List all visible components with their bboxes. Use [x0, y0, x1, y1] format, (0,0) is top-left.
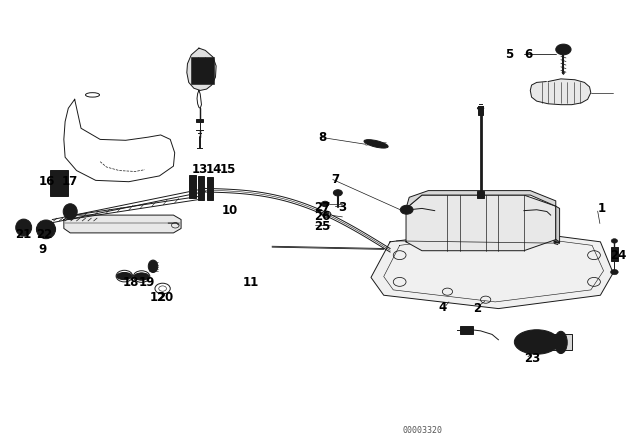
Circle shape — [198, 179, 204, 183]
Text: 20: 20 — [157, 291, 173, 304]
Polygon shape — [537, 334, 572, 349]
Bar — [191, 57, 214, 84]
Circle shape — [324, 213, 328, 215]
Ellipse shape — [364, 140, 388, 148]
Ellipse shape — [116, 272, 132, 280]
Text: 11: 11 — [243, 276, 259, 289]
Text: 24: 24 — [610, 249, 627, 262]
Polygon shape — [406, 190, 556, 208]
Circle shape — [531, 337, 543, 346]
Text: 6: 6 — [524, 48, 532, 61]
Text: 7: 7 — [332, 173, 340, 186]
Text: 17: 17 — [62, 175, 78, 188]
Text: 22: 22 — [36, 228, 52, 241]
Bar — [196, 119, 203, 122]
Circle shape — [321, 201, 329, 207]
Circle shape — [190, 178, 195, 181]
Ellipse shape — [515, 330, 559, 354]
Polygon shape — [406, 195, 556, 251]
Ellipse shape — [134, 273, 149, 280]
Text: 9: 9 — [38, 243, 47, 256]
Text: 21: 21 — [15, 228, 31, 241]
Bar — [189, 175, 196, 198]
Polygon shape — [187, 48, 216, 90]
Text: 3: 3 — [338, 201, 346, 214]
Circle shape — [19, 224, 28, 231]
Ellipse shape — [477, 107, 484, 110]
Circle shape — [41, 226, 51, 233]
Polygon shape — [556, 206, 559, 242]
Text: 10: 10 — [221, 204, 237, 217]
Bar — [611, 247, 618, 260]
Text: 16: 16 — [38, 175, 55, 188]
Circle shape — [400, 205, 413, 214]
Polygon shape — [531, 79, 591, 105]
Bar — [460, 327, 473, 334]
Text: 8: 8 — [319, 131, 327, 144]
Bar — [477, 191, 484, 198]
Bar — [198, 177, 204, 199]
Text: 26: 26 — [314, 211, 330, 224]
Text: 23: 23 — [524, 352, 540, 365]
Circle shape — [611, 269, 618, 275]
Ellipse shape — [148, 260, 158, 272]
Text: 5: 5 — [505, 48, 513, 61]
Bar — [51, 170, 68, 196]
Text: 19: 19 — [138, 276, 155, 289]
Text: 13: 13 — [191, 163, 207, 176]
Text: 14: 14 — [205, 163, 221, 176]
Text: 4: 4 — [438, 301, 447, 314]
Circle shape — [556, 44, 571, 55]
Polygon shape — [64, 215, 181, 233]
Ellipse shape — [36, 220, 56, 239]
Text: 12: 12 — [149, 291, 166, 304]
Text: 1: 1 — [597, 202, 605, 215]
Polygon shape — [371, 228, 613, 309]
Ellipse shape — [63, 204, 77, 220]
Bar — [478, 106, 483, 115]
Text: 2: 2 — [473, 302, 481, 315]
Circle shape — [333, 190, 342, 196]
Circle shape — [207, 180, 212, 184]
Text: 18: 18 — [122, 276, 139, 289]
Text: 15: 15 — [220, 163, 236, 176]
Circle shape — [611, 239, 618, 243]
Text: 25: 25 — [314, 220, 330, 233]
Ellipse shape — [554, 332, 567, 353]
Text: 27: 27 — [314, 201, 330, 214]
Ellipse shape — [16, 219, 31, 236]
Text: 00003320: 00003320 — [403, 426, 443, 435]
Bar — [207, 177, 213, 200]
